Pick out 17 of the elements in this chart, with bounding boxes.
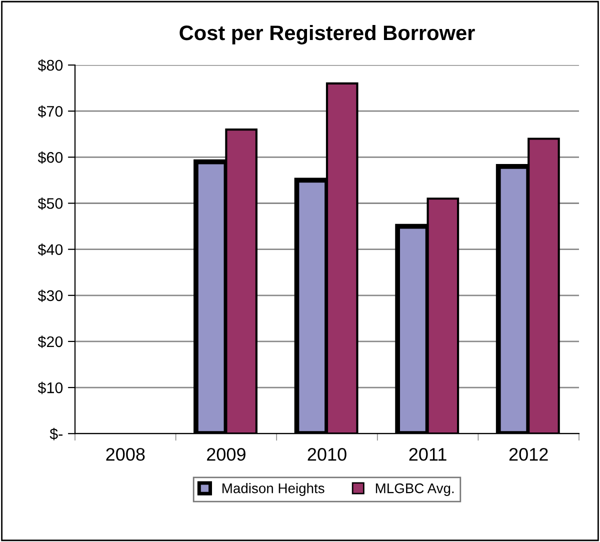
x-tick-label: 2008	[106, 448, 145, 461]
legend-label: MLGBC Avg.	[376, 483, 454, 496]
y-tick-label: $20	[38, 336, 63, 348]
y-tick-label: $70	[38, 105, 63, 118]
y-tick-label: $50	[38, 197, 63, 210]
x-tick-label: 2012	[509, 448, 548, 461]
chart-title: Cost per Registered Borrower	[180, 24, 475, 44]
y-tick-label: $-	[50, 428, 63, 440]
y-tick-label: $10	[38, 382, 63, 394]
y-tick-label: $60	[38, 151, 63, 164]
y-tick-label: $40	[38, 244, 63, 256]
legend-label: Madison Heights	[222, 483, 324, 496]
y-tick-label: $80	[38, 59, 63, 72]
x-tick-label: 2011	[409, 448, 446, 461]
y-tick-label: $30	[38, 290, 63, 302]
x-tick-label: 2010	[308, 448, 346, 461]
x-tick-label: 2009	[207, 448, 246, 461]
